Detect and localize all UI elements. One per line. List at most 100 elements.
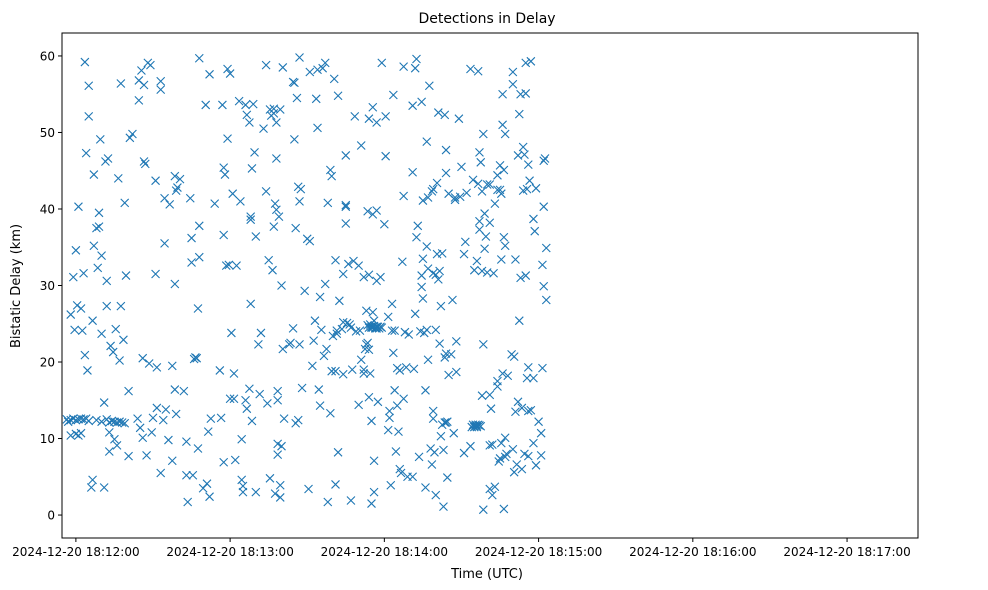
- data-point: [72, 301, 82, 310]
- data-point: [192, 353, 202, 363]
- data-point: [134, 95, 144, 105]
- data-point: [94, 222, 104, 231]
- data-point: [137, 66, 146, 75]
- data-point: [396, 468, 406, 478]
- data-point: [457, 162, 466, 172]
- data-point: [432, 178, 442, 188]
- data-point: [449, 428, 459, 438]
- data-point: [205, 69, 214, 79]
- data-point: [338, 369, 348, 379]
- data-point: [313, 65, 322, 75]
- data-point: [503, 371, 513, 381]
- data-point: [466, 64, 475, 74]
- data-point: [261, 186, 271, 196]
- data-point: [490, 199, 500, 209]
- data-point: [228, 189, 238, 199]
- data-point: [341, 202, 351, 212]
- data-point: [92, 415, 101, 425]
- data-point: [435, 339, 445, 349]
- data-point: [395, 366, 405, 375]
- data-point: [428, 406, 438, 416]
- chart-title: Detections in Delay: [418, 11, 555, 27]
- data-point: [477, 266, 487, 276]
- data-point: [530, 226, 540, 236]
- data-point: [367, 416, 376, 426]
- data-point: [68, 272, 78, 282]
- data-point: [125, 133, 135, 143]
- data-point: [541, 243, 551, 253]
- data-point: [66, 431, 76, 440]
- data-point: [79, 415, 88, 424]
- data-point: [368, 102, 378, 112]
- data-point: [70, 325, 79, 335]
- data-point: [116, 301, 126, 311]
- data-point: [277, 441, 286, 451]
- data-point: [279, 414, 289, 424]
- data-point: [323, 497, 333, 507]
- data-point: [493, 170, 502, 180]
- data-point: [193, 304, 203, 313]
- data-point: [436, 431, 446, 441]
- data-point: [523, 451, 533, 461]
- data-point: [236, 196, 245, 206]
- data-point: [94, 208, 104, 218]
- data-point: [511, 255, 520, 264]
- data-point: [116, 79, 126, 88]
- data-point: [202, 479, 212, 489]
- data-point: [433, 108, 443, 117]
- data-point: [383, 312, 393, 322]
- data-point: [487, 440, 497, 450]
- data-point: [269, 108, 279, 118]
- data-point: [473, 66, 483, 76]
- data-point: [102, 276, 112, 286]
- data-point: [422, 137, 432, 147]
- data-point: [225, 394, 235, 404]
- data-point: [104, 428, 114, 437]
- data-point: [496, 255, 506, 264]
- data-point: [328, 331, 338, 341]
- data-point: [509, 352, 519, 362]
- data-point: [333, 447, 343, 457]
- data-point: [289, 134, 299, 144]
- data-point: [485, 390, 495, 400]
- data-point: [539, 156, 549, 166]
- data-point: [254, 340, 263, 349]
- data-point: [83, 366, 92, 375]
- data-point: [383, 425, 393, 435]
- data-point: [440, 418, 450, 427]
- data-point: [431, 490, 441, 500]
- data-point: [460, 237, 470, 247]
- data-point: [167, 456, 177, 466]
- data-point: [373, 397, 383, 407]
- data-point: [421, 483, 430, 492]
- data-point: [522, 184, 532, 194]
- data-point: [508, 79, 518, 89]
- data-point: [529, 373, 538, 383]
- data-point: [171, 186, 181, 196]
- data-point: [237, 434, 247, 444]
- data-point: [179, 386, 189, 396]
- data-point: [245, 118, 254, 127]
- data-point: [77, 326, 87, 336]
- data-point: [329, 74, 339, 84]
- data-point: [86, 483, 96, 492]
- data-point: [305, 67, 315, 77]
- data-point: [430, 447, 439, 457]
- data-point: [514, 109, 524, 119]
- data-point: [251, 232, 261, 241]
- data-point: [408, 167, 418, 177]
- data-point: [320, 58, 330, 68]
- data-point: [498, 120, 507, 130]
- data-point: [147, 428, 157, 437]
- data-point: [110, 434, 119, 444]
- data-point: [514, 316, 524, 326]
- data-point: [241, 100, 250, 110]
- data-point: [475, 147, 484, 157]
- data-point: [128, 129, 137, 139]
- data-point: [84, 416, 94, 426]
- data-point: [265, 473, 275, 483]
- data-point: [261, 60, 271, 70]
- data-point: [238, 481, 248, 491]
- data-points: [62, 53, 551, 515]
- data-point: [466, 441, 475, 451]
